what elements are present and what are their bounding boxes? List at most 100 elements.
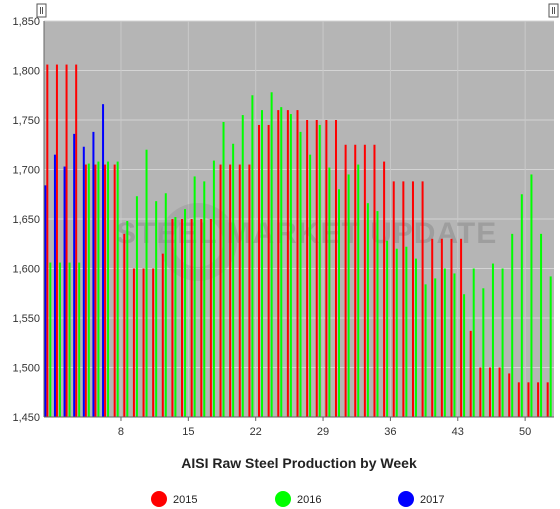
bar-2016-week-5[interactable] xyxy=(87,163,90,417)
bar-2015-week-11[interactable] xyxy=(142,268,145,418)
bar-2016-week-1[interactable] xyxy=(49,262,52,417)
bar-2016-week-38[interactable] xyxy=(405,246,408,417)
bar-2015-week-48[interactable] xyxy=(498,367,501,418)
bar-2015-week-13[interactable] xyxy=(161,253,164,417)
bar-2015-week-32[interactable] xyxy=(344,144,347,417)
bar-2016-week-18[interactable] xyxy=(212,160,215,417)
bar-2016-week-16[interactable] xyxy=(193,176,196,417)
bar-2015-week-42[interactable] xyxy=(440,238,443,417)
bar-2016-week-29[interactable] xyxy=(318,124,321,417)
bar-2016-week-21[interactable] xyxy=(241,115,244,418)
bar-2015-week-36[interactable] xyxy=(383,161,386,417)
bar-2015-week-20[interactable] xyxy=(229,164,232,417)
bar-2016-week-23[interactable] xyxy=(261,110,264,417)
bar-2016-week-14[interactable] xyxy=(174,217,177,417)
bar-2015-week-30[interactable] xyxy=(325,120,328,417)
bar-2016-week-46[interactable] xyxy=(482,288,485,417)
bar-2016-week-37[interactable] xyxy=(395,248,398,417)
bar-2015-week-15[interactable] xyxy=(181,219,184,417)
bar-2016-week-27[interactable] xyxy=(299,131,302,417)
bar-2015-week-47[interactable] xyxy=(488,367,491,418)
bar-2016-week-41[interactable] xyxy=(434,278,437,417)
bar-2015-week-26[interactable] xyxy=(286,110,289,417)
bar-2015-week-2[interactable] xyxy=(55,64,58,417)
bar-2015-week-33[interactable] xyxy=(354,144,357,417)
bar-2016-week-34[interactable] xyxy=(366,203,369,417)
bar-2015-week-45[interactable] xyxy=(469,330,472,417)
bar-2016-week-49[interactable] xyxy=(511,233,514,417)
bar-2015-week-39[interactable] xyxy=(411,181,414,417)
bar-2015-week-19[interactable] xyxy=(219,164,222,417)
bar-2016-week-48[interactable] xyxy=(501,268,504,418)
legend-item-2016[interactable]: 2016 xyxy=(275,491,321,507)
bar-2016-week-51[interactable] xyxy=(530,174,533,417)
bar-2016-week-24[interactable] xyxy=(270,92,273,417)
bar-2015-week-38[interactable] xyxy=(402,181,405,417)
bar-2015-week-51[interactable] xyxy=(527,382,530,417)
bar-2015-week-18[interactable] xyxy=(209,219,212,417)
bar-2016-week-31[interactable] xyxy=(337,189,340,417)
bar-2017-week-6[interactable] xyxy=(92,131,95,417)
bar-2015-week-25[interactable] xyxy=(277,110,280,417)
bar-2015-week-37[interactable] xyxy=(392,181,395,417)
range-handle-right[interactable] xyxy=(548,3,559,18)
range-handle-left[interactable] xyxy=(36,3,47,18)
bar-2016-week-36[interactable] xyxy=(386,240,389,417)
bar-2015-week-14[interactable] xyxy=(171,219,174,417)
bar-2017-week-4[interactable] xyxy=(73,133,76,418)
bar-2016-week-42[interactable] xyxy=(443,268,446,418)
bar-2017-week-1[interactable] xyxy=(44,185,47,417)
bar-2016-week-11[interactable] xyxy=(145,149,148,417)
bar-2016-week-8[interactable] xyxy=(116,161,119,417)
bar-2015-week-6[interactable] xyxy=(94,164,97,417)
bar-2015-week-35[interactable] xyxy=(373,144,376,417)
bar-2015-week-16[interactable] xyxy=(190,219,193,417)
bar-2015-week-7[interactable] xyxy=(104,164,107,417)
bar-2017-week-3[interactable] xyxy=(63,166,66,417)
bar-2016-week-9[interactable] xyxy=(126,220,129,417)
bar-2015-week-21[interactable] xyxy=(238,164,241,417)
bar-2015-week-4[interactable] xyxy=(75,64,78,417)
bar-2017-week-7[interactable] xyxy=(102,104,105,417)
bar-2015-week-29[interactable] xyxy=(315,120,318,417)
bar-2016-week-50[interactable] xyxy=(520,194,523,417)
bar-2016-week-45[interactable] xyxy=(472,268,475,418)
bar-2017-week-5[interactable] xyxy=(82,146,85,418)
bar-2015-week-52[interactable] xyxy=(537,382,540,417)
bar-2015-week-1[interactable] xyxy=(46,64,49,417)
bar-2016-week-30[interactable] xyxy=(328,167,331,417)
bar-2015-week-34[interactable] xyxy=(363,144,366,417)
bar-2015-week-46[interactable] xyxy=(479,367,482,418)
bar-2016-week-15[interactable] xyxy=(184,209,187,417)
bar-2016-week-28[interactable] xyxy=(309,154,312,417)
bar-2015-week-27[interactable] xyxy=(296,110,299,417)
bar-2015-week-49[interactable] xyxy=(508,373,511,417)
bar-2016-week-2[interactable] xyxy=(58,262,61,417)
bar-2015-week-44[interactable] xyxy=(460,238,463,417)
bar-2017-week-2[interactable] xyxy=(53,154,56,417)
bar-2016-week-13[interactable] xyxy=(164,193,167,417)
bar-2016-week-26[interactable] xyxy=(289,114,292,417)
bar-2016-week-20[interactable] xyxy=(232,143,235,417)
bar-2016-week-25[interactable] xyxy=(280,107,283,417)
bar-2015-week-28[interactable] xyxy=(306,120,309,417)
bar-2016-week-43[interactable] xyxy=(453,273,456,417)
bar-2016-week-40[interactable] xyxy=(424,284,427,417)
legend-item-2017[interactable]: 2017 xyxy=(398,491,444,507)
bar-2015-week-5[interactable] xyxy=(84,164,87,417)
bar-2016-week-39[interactable] xyxy=(414,258,417,417)
bar-2016-week-12[interactable] xyxy=(155,201,158,417)
legend-item-2015[interactable]: 2015 xyxy=(151,491,197,507)
bar-2016-week-6[interactable] xyxy=(97,161,100,417)
bar-2015-week-12[interactable] xyxy=(152,268,155,418)
bar-2015-week-43[interactable] xyxy=(450,238,453,417)
bar-2016-week-22[interactable] xyxy=(251,95,254,417)
bar-2016-week-44[interactable] xyxy=(463,294,466,417)
bar-2016-week-32[interactable] xyxy=(347,174,350,417)
bar-2015-week-22[interactable] xyxy=(248,164,251,417)
bar-2016-week-52[interactable] xyxy=(540,233,543,417)
bar-2016-week-53[interactable] xyxy=(549,276,552,417)
bar-2016-week-4[interactable] xyxy=(78,262,81,417)
bar-2015-week-40[interactable] xyxy=(421,181,424,417)
bar-2015-week-53[interactable] xyxy=(546,382,549,417)
